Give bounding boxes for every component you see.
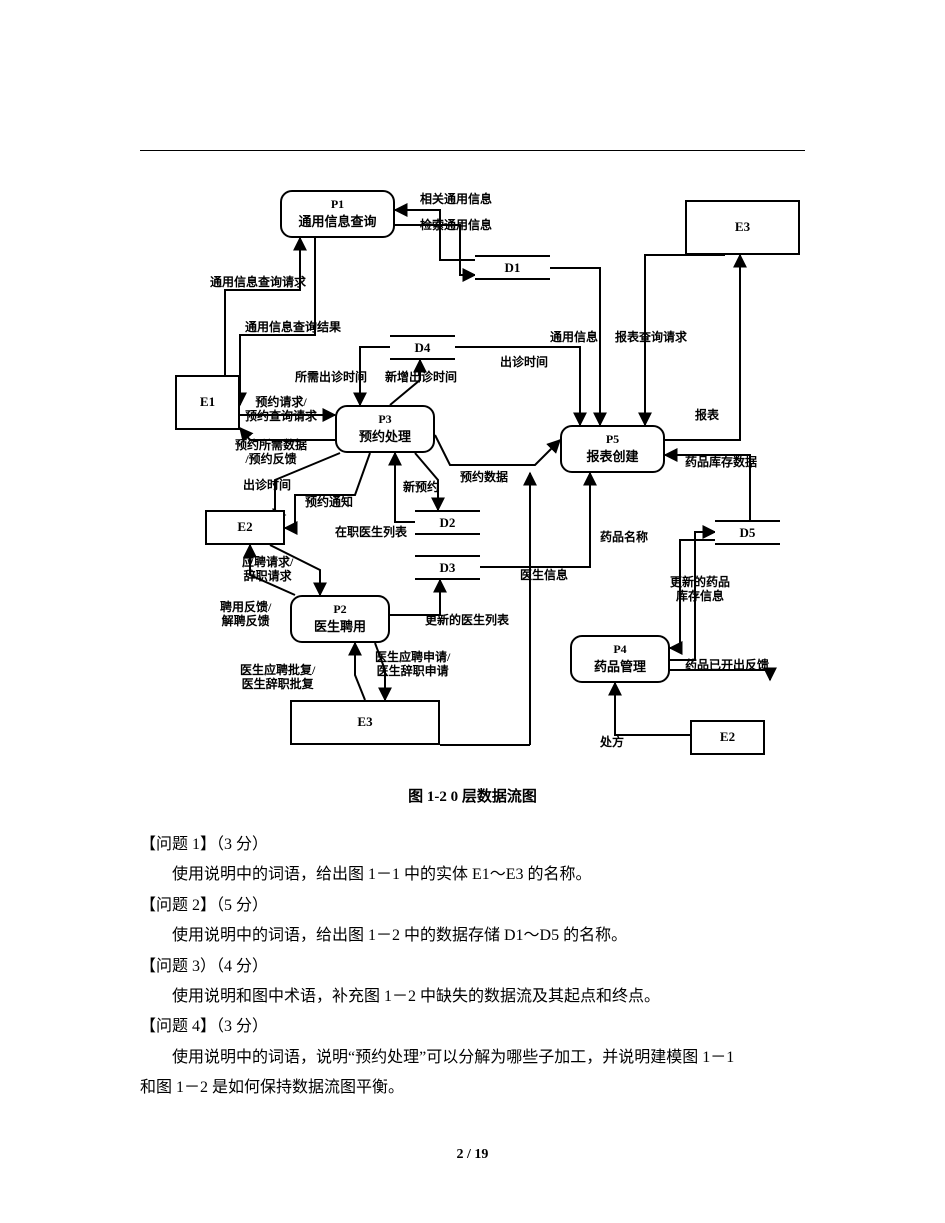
process-p2-id: P2	[333, 602, 346, 617]
process-p2-label: 医生聘用	[314, 619, 366, 635]
entity-e1-id: E1	[200, 394, 215, 410]
flow-label: 通用信息	[550, 330, 598, 344]
entity-e3-top-id: E3	[735, 219, 750, 235]
flow-edge	[480, 473, 590, 567]
process-p4-label: 药品管理	[594, 659, 646, 675]
store-d4-id: D4	[415, 340, 431, 356]
process-p1: P1 通用信息查询	[280, 190, 395, 238]
flow-label: 更新的医生列表	[425, 613, 509, 627]
q4-body-a: 使用说明中的词语，说明“预约处理”可以分解为哪些子加工，并说明建模图 1－1	[140, 1043, 805, 1073]
flow-label: 通用信息查询结果	[245, 320, 341, 334]
flow-label: 药品已开出反馈	[685, 658, 769, 672]
flow-label: 在职医生列表	[335, 525, 407, 539]
entity-e1: E1	[175, 375, 240, 430]
q2-body: 使用说明中的词语，给出图 1－2 中的数据存储 D1～D5 的名称。	[140, 921, 805, 951]
process-p3: P3 预约处理	[335, 405, 435, 453]
flow-label: 应聘请求/辞职请求	[242, 555, 293, 584]
store-d1-id: D1	[505, 260, 521, 276]
flow-edge	[395, 225, 475, 275]
top-rule	[140, 150, 805, 151]
process-p3-label: 预约处理	[359, 429, 411, 445]
process-p4-id: P4	[613, 642, 626, 657]
store-d5: D5	[715, 520, 780, 545]
page-number: 2 / 19	[0, 1147, 945, 1163]
process-p1-id: P1	[331, 197, 344, 212]
q4-title: 【问题 4】（3 分）	[140, 1012, 805, 1042]
dfd-diagram: P1 通用信息查询 P2 医生聘用 P3 预约处理 P4 药品管理 P5 报表创…	[140, 180, 805, 770]
process-p5: P5 报表创建	[560, 425, 665, 473]
flow-label: 医生应聘申请/医生辞职申请	[375, 650, 450, 679]
questions-block: 【问题 1】（3 分） 使用说明中的词语，给出图 1－1 中的实体 E1～E3 …	[140, 830, 805, 1104]
entity-e3-bottom: E3	[290, 700, 440, 745]
store-d1: D1	[475, 255, 550, 280]
flow-label: 通用信息查询请求	[210, 275, 306, 289]
flow-label: 所需出诊时间	[295, 370, 367, 384]
entity-e3-top: E3	[685, 200, 800, 255]
flow-edge	[615, 683, 690, 735]
entity-e3-bottom-id: E3	[357, 714, 372, 730]
flow-edge	[225, 238, 300, 375]
process-p4: P4 药品管理	[570, 635, 670, 683]
q1-title: 【问题 1】（3 分）	[140, 830, 805, 860]
store-d5-id: D5	[740, 525, 756, 541]
store-d3-id: D3	[440, 560, 456, 576]
q3-body: 使用说明和图中术语，补充图 1－2 中缺失的数据流及其起点和终点。	[140, 982, 805, 1012]
store-d4: D4	[390, 335, 455, 360]
flow-label: 预约数据	[460, 470, 508, 484]
store-d2-id: D2	[440, 515, 456, 531]
store-d2: D2	[415, 510, 480, 535]
entity-e2-left: E2	[205, 510, 285, 545]
flow-label: 预约请求/预约查询请求	[245, 395, 317, 424]
flow-label: 新预约	[403, 480, 439, 494]
flow-label: 相关通用信息	[420, 192, 492, 206]
flow-label: 药品名称	[600, 530, 648, 544]
flow-label: 检索通用信息	[420, 218, 492, 232]
flow-label: 医生应聘批复/医生辞职批复	[240, 663, 315, 692]
flow-edge	[390, 580, 440, 615]
flow-label: 预约所需数据/预约反馈	[235, 438, 307, 467]
process-p1-label: 通用信息查询	[298, 214, 376, 230]
flow-label: 处方	[600, 735, 624, 749]
process-p5-id: P5	[606, 432, 619, 447]
process-p3-id: P3	[378, 412, 391, 427]
process-p2: P2 医生聘用	[290, 595, 390, 643]
flow-label: 聘用反馈/解聘反馈	[220, 600, 271, 629]
q2-title: 【问题 2】（5 分）	[140, 891, 805, 921]
q4-body-b: 和图 1－2 是如何保持数据流图平衡。	[140, 1073, 805, 1103]
entity-e2-left-id: E2	[237, 519, 252, 535]
flow-label: 报表	[695, 408, 719, 422]
process-p5-label: 报表创建	[586, 449, 638, 465]
entity-e2-right: E2	[690, 720, 765, 755]
flow-label: 医生信息	[520, 568, 568, 582]
flow-label: 出诊时间	[500, 355, 548, 369]
q1-body: 使用说明中的词语，给出图 1－1 中的实体 E1～E3 的名称。	[140, 860, 805, 890]
flow-label: 预约通知	[305, 495, 353, 509]
flow-edge	[435, 435, 560, 465]
diagram-caption: 图 1-2 0 层数据流图	[0, 785, 945, 806]
flow-label: 新增出诊时间	[385, 370, 457, 384]
flow-label: 更新的药品库存信息	[670, 575, 730, 604]
page: P1 通用信息查询 P2 医生聘用 P3 预约处理 P4 药品管理 P5 报表创…	[0, 0, 945, 1223]
flow-label: 报表查询请求	[615, 330, 687, 344]
store-d3: D3	[415, 555, 480, 580]
q3-title: 【问题 3）（4 分）	[140, 952, 805, 982]
flow-label: 药品库存数据	[685, 455, 757, 469]
flow-edge	[355, 643, 365, 700]
entity-e2-right-id: E2	[720, 729, 735, 745]
flow-label: 出诊时间	[243, 478, 291, 492]
